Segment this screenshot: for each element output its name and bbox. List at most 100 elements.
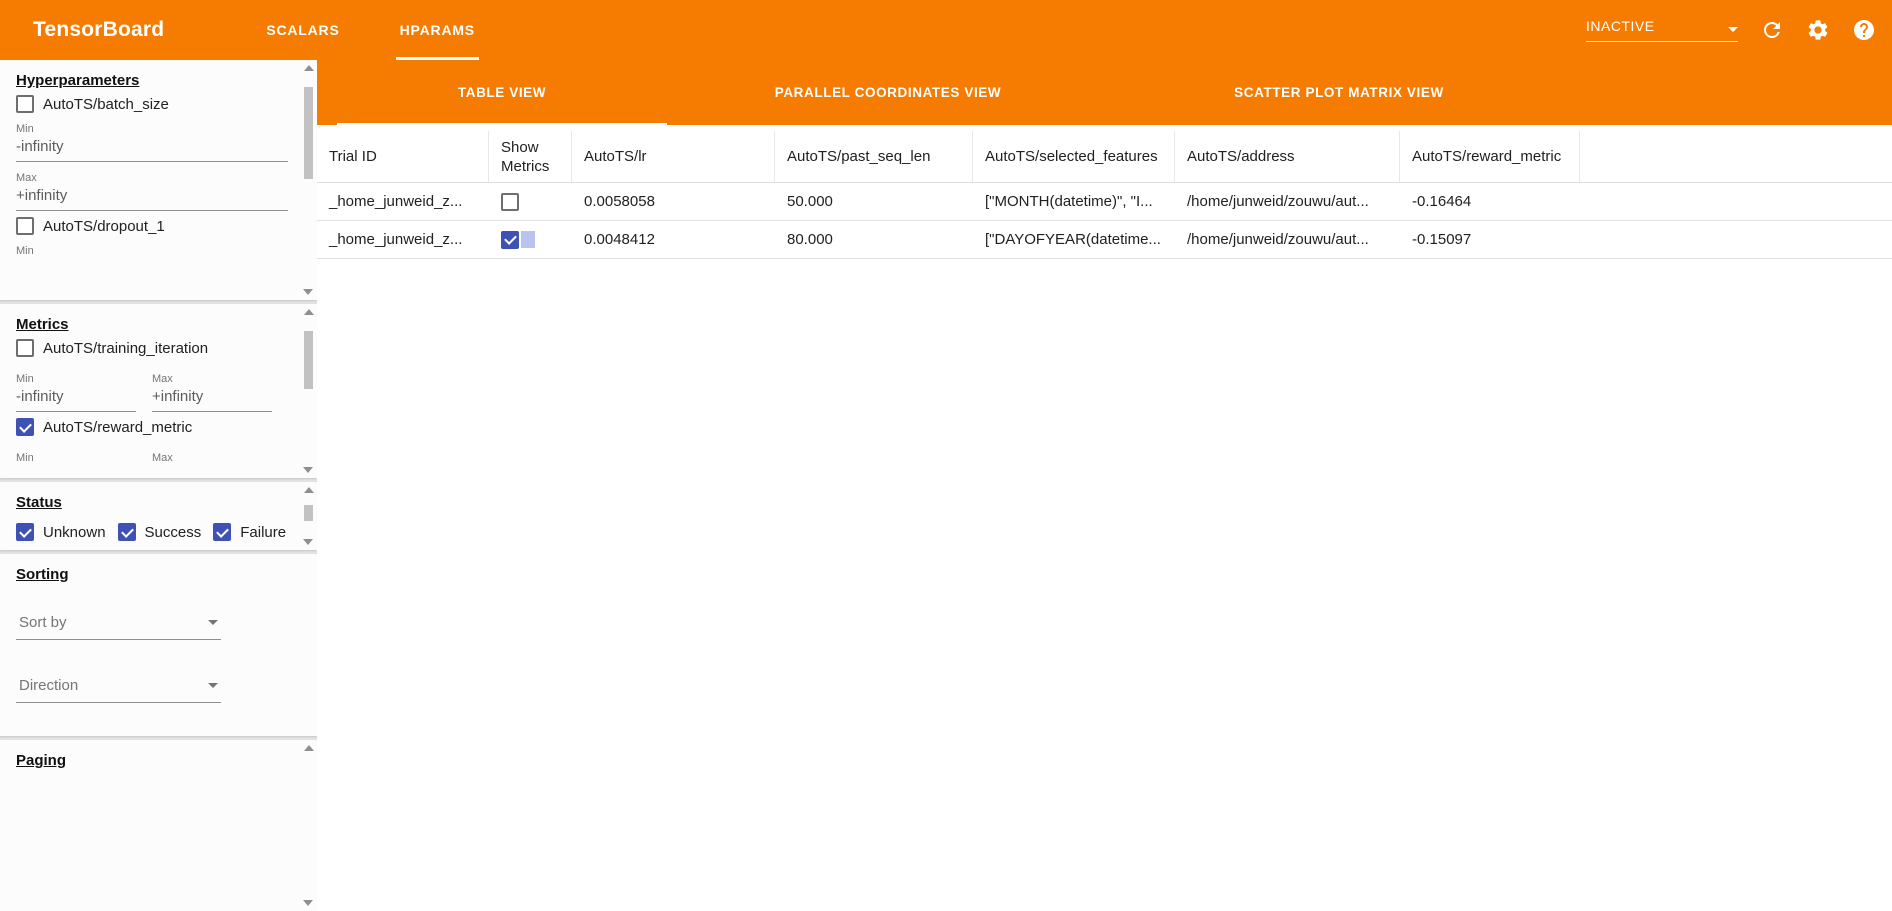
hparam-label: AutoTS/dropout_1 [43,217,165,235]
scroll-down-icon[interactable] [303,467,313,473]
max-field-label: Max [16,172,37,184]
max-field-input[interactable]: +infinity [152,385,272,412]
view-tab-parallel-coordinates-view[interactable]: PARALLEL COORDINATES VIEW [774,85,1002,100]
status-filter-list: Unknown Success Failure Running [16,517,306,550]
main-content: TABLE VIEW PARALLEL COORDINATES VIEW SCA… [317,60,1892,911]
scroll-down-icon[interactable] [303,289,313,295]
help-icon[interactable] [1852,18,1876,42]
status-success-checkbox[interactable] [117,523,136,541]
min-field-label: Min [16,123,34,135]
column-header-autots-address[interactable]: AutoTS/address [1175,131,1400,182]
column-header-autots-past-seq-len[interactable]: AutoTS/past_seq_len [775,131,973,182]
scrollbar[interactable] [303,487,314,545]
column-header-show-metrics[interactable]: Show Metrics [489,131,572,182]
refresh-icon[interactable] [1760,18,1784,42]
scrollbar-thumb[interactable] [304,505,313,521]
hyperparameters-section: Hyperparameters AutoTS/batch_size Min -i… [0,60,317,300]
selected-features-cell: ["DAYOFYEAR(datetime... [985,231,1161,248]
reward-metric-cell: -0.15097 [1412,231,1472,248]
chevron-down-icon [1728,27,1738,32]
status-item-unknown: Unknown [16,523,106,541]
chevron-down-icon [208,620,218,625]
lr-cell: 0.0058058 [584,193,655,210]
hparam-item-dropout-1: AutoTS/dropout_1 [16,217,301,235]
section-title-metrics: Metrics [16,316,69,333]
show-metrics-checkbox[interactable] [501,230,519,249]
direction-select[interactable]: Direction [16,672,221,703]
metric-item-training-iteration: AutoTS/training_iteration [16,339,301,357]
view-tab-table-view[interactable]: TABLE VIEW [337,60,667,125]
max-field-label: Max [152,452,173,464]
scroll-up-icon[interactable] [303,745,314,751]
section-title-status: Status [16,494,62,511]
max-field-input[interactable]: +infinity [16,184,288,211]
hparam-dropout-1-checkbox[interactable] [16,217,34,235]
scroll-down-icon[interactable] [303,539,313,545]
lr-cell: 0.0048412 [584,231,655,248]
app-title: TensorBoard [33,18,165,41]
address-cell: /home/junweid/zouwu/aut... [1187,231,1369,248]
nav-tab-hparams[interactable]: HPARAMS [370,0,505,60]
metric-label: AutoTS/reward_metric [43,418,193,436]
table-header-row: Trial ID Show Metrics AutoTS/lr AutoTS/past… [317,131,1892,183]
chevron-down-icon [208,683,218,688]
view-tabs: TABLE VIEW PARALLEL COORDINATES VIEW SCA… [317,60,1892,125]
metric-reward-metric-checkbox[interactable] [16,418,34,436]
header-controls: INACTIVE [1586,18,1876,42]
max-field-label: Max [152,373,173,385]
table-row: _home_junweid_z... 0.0048412 80.000 ["DAYOF… [317,221,1892,259]
scroll-up-icon[interactable] [303,309,314,315]
reward-metric-cell: -0.16464 [1412,193,1472,210]
scrollbar[interactable] [303,309,314,473]
status-label: Unknown [43,523,106,541]
sort-by-select[interactable]: Sort by [16,609,221,640]
table-row: _home_junweid_z... 0.0058058 50.000 ["MONTH… [317,183,1892,221]
metric-training-iteration-checkbox[interactable] [16,339,34,357]
column-header-autots-reward-metric[interactable]: AutoTS/reward_metric [1400,131,1580,182]
show-metrics-checkbox[interactable] [501,192,519,211]
selected-features-cell: ["MONTH(datetime)", "I... [985,193,1153,210]
show-metrics-cell [489,192,572,211]
status-item-success: Success [117,523,202,541]
settings-icon[interactable] [1806,18,1830,42]
min-field-input[interactable]: -infinity [16,385,136,412]
section-title-sorting: Sorting [16,566,69,583]
sort-by-label: Sort by [19,614,67,631]
trials-table: Trial ID Show Metrics AutoTS/lr AutoTS/past… [317,131,1892,259]
trial-id-cell: _home_junweid_z... [329,193,463,210]
scrollbar[interactable] [303,745,314,906]
nav-tab-scalars[interactable]: SCALARS [266,22,340,38]
min-field-input[interactable]: -infinity [16,135,288,162]
run-status-value: INACTIVE [1586,18,1655,34]
view-tab-scatter-plot-matrix-view[interactable]: SCATTER PLOT MATRIX VIEW [1234,85,1444,100]
metrics-section: Metrics AutoTS/training_iteration Min -i… [0,304,317,478]
status-label: Failure [240,523,287,541]
hparam-batch-size-checkbox[interactable] [16,95,34,113]
past-seq-len-cell: 50.000 [787,193,833,210]
status-failure-checkbox[interactable] [213,523,232,541]
status-unknown-checkbox[interactable] [16,523,34,541]
min-field-label: Min [16,373,34,385]
scroll-up-icon[interactable] [303,65,314,71]
hparam-item-batch-size: AutoTS/batch_size [16,95,301,113]
min-field-label: Min [16,452,34,464]
scrollbar-thumb[interactable] [304,87,313,179]
scrollbar[interactable] [303,65,314,295]
column-header-autots-selected-features[interactable]: AutoTS/selected_features [973,131,1175,182]
paging-section: Paging [0,740,317,911]
scroll-up-icon[interactable] [303,487,314,493]
column-header-trial-id[interactable]: Trial ID [317,131,489,182]
sorting-section: Sorting Sort by Direction [0,554,317,736]
sidebar: Hyperparameters AutoTS/batch_size Min -i… [0,60,317,911]
metric-item-reward-metric: AutoTS/reward_metric [16,418,301,436]
metric-label: AutoTS/training_iteration [43,339,209,357]
trial-id-cell: _home_junweid_z... [329,231,463,248]
run-status-select[interactable]: INACTIVE [1586,18,1738,42]
section-title-paging: Paging [16,752,67,769]
status-label: Success [144,523,202,541]
status-item-failure: Failure [213,523,286,541]
column-header-autots-lr[interactable]: AutoTS/lr [572,131,775,182]
direction-label: Direction [19,677,79,694]
scrollbar-thumb[interactable] [304,331,313,389]
scroll-down-icon[interactable] [303,900,313,906]
